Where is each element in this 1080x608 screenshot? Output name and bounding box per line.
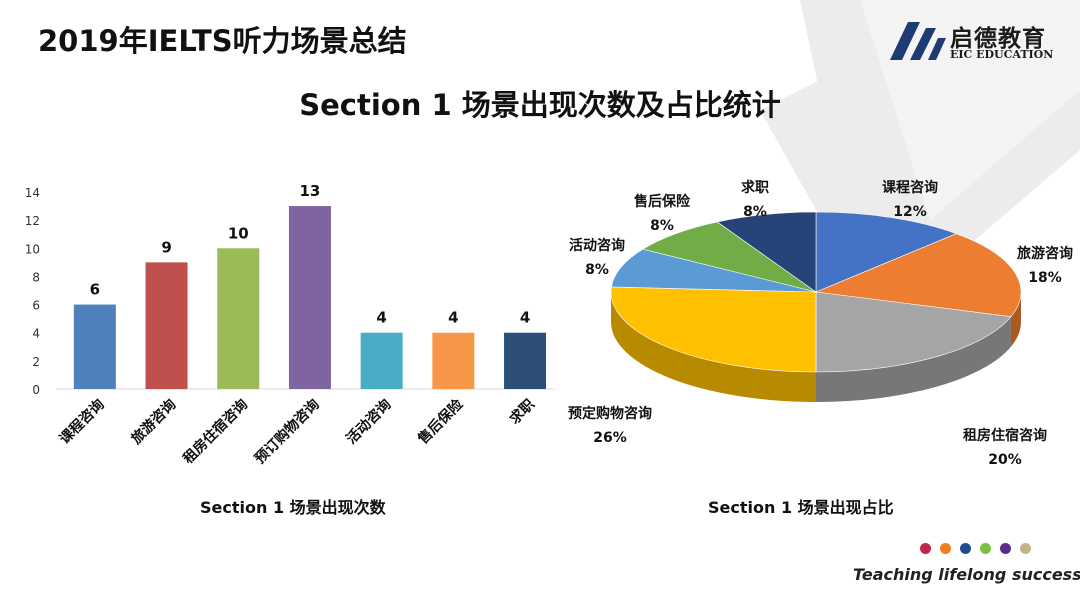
bar-data-label: 6 — [90, 281, 100, 299]
y-tick-label: 10 — [25, 242, 40, 256]
pie-slice — [815, 211, 958, 293]
pie-category-label: 售后保险 — [633, 193, 691, 210]
y-tick-label: 14 — [25, 186, 40, 200]
pie-category-label: 求职 — [741, 179, 769, 196]
bar-data-label: 9 — [161, 238, 171, 256]
pie-category-label: 课程咨询 — [882, 179, 938, 196]
pie-category-label: 租房住宿咨询 — [963, 427, 1047, 444]
y-tick-label: 0 — [32, 383, 40, 397]
chart-headline: Section 1 场景出现次数及占比统计 — [299, 88, 781, 122]
pie-percent-label: 20% — [988, 452, 1022, 468]
y-tick-label: 12 — [25, 214, 40, 228]
bar — [432, 332, 475, 389]
bar-data-label: 4 — [376, 309, 386, 327]
brand-dot — [920, 543, 931, 554]
bar-data-label: 13 — [300, 182, 321, 200]
pie-category-label: 活动咨询 — [569, 237, 625, 254]
y-tick-label: 6 — [32, 299, 40, 313]
bar — [217, 248, 260, 389]
bar — [504, 332, 547, 389]
pie-slice — [716, 211, 817, 293]
bar — [288, 206, 331, 389]
pie-category-label: 旅游咨询 — [1017, 245, 1073, 262]
y-tick-label: 4 — [32, 327, 40, 341]
pie-slice-side — [1010, 292, 1021, 347]
pie-slice — [814, 233, 1022, 318]
pie-slice — [815, 291, 1012, 373]
tagline: Teaching lifelong success — [853, 565, 1080, 584]
pie-slice — [611, 248, 817, 293]
brand-dot — [960, 543, 971, 554]
y-tick-label: 8 — [32, 270, 40, 284]
pie-slice — [610, 286, 817, 373]
pie-slice — [642, 221, 817, 293]
bar — [73, 304, 116, 389]
logo-text-en: EIC EDUCATION — [950, 48, 1054, 61]
pie-percent-label: 8% — [585, 262, 609, 278]
pie-percent-label: 26% — [593, 430, 627, 446]
eic-logo-icon — [890, 22, 946, 60]
brand-dot — [1000, 543, 1011, 554]
pie-slice-side — [816, 316, 1011, 402]
slide-title: 2019年IELTS听力场景总结 — [38, 24, 407, 58]
pie-chart-xlabel: Section 1 场景出现占比 — [708, 498, 894, 517]
brand-dot — [940, 543, 951, 554]
bar — [360, 332, 403, 389]
pie-percent-label: 8% — [743, 204, 767, 220]
pie-percent-label: 18% — [1028, 270, 1062, 286]
brand-dot — [1020, 543, 1031, 554]
y-tick-label: 2 — [32, 355, 40, 369]
brand-dots — [920, 543, 1031, 554]
pie-percent-label: 8% — [650, 218, 674, 234]
bar — [145, 262, 188, 389]
bar-data-label: 10 — [228, 224, 249, 242]
pie-category-label: 预定购物咨询 — [568, 405, 652, 422]
bar-data-label: 4 — [448, 309, 458, 327]
logo-text-cn: 启德教育 — [950, 26, 1046, 52]
pie-slice-side — [611, 292, 816, 402]
bar-data-label: 4 — [520, 309, 530, 327]
bar-chart-xlabel: Section 1 场景出现次数 — [200, 498, 386, 517]
brand-dot — [980, 543, 991, 554]
pie-percent-label: 12% — [893, 204, 927, 220]
